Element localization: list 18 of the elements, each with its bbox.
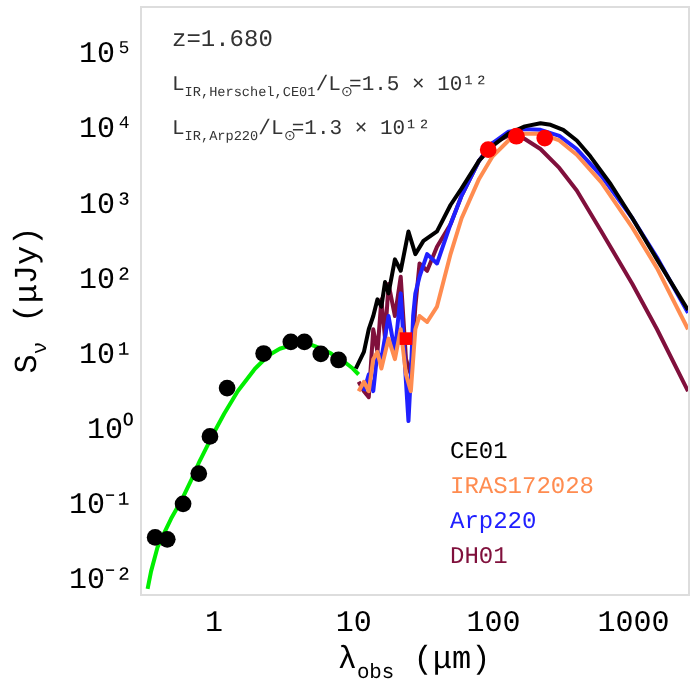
annotation: z=1.680 bbox=[172, 26, 273, 54]
y-axis-title: Sν (μJy) bbox=[10, 226, 54, 374]
text: IRAS172028 bbox=[450, 473, 595, 501]
text: Arp220 bbox=[450, 508, 537, 536]
y-tick-label: 10⁴ bbox=[78, 113, 133, 148]
x-tick-label: 10 bbox=[335, 607, 372, 641]
y-tick-label: 10⁻² bbox=[68, 564, 133, 599]
x-tick-label: 1 bbox=[205, 607, 224, 641]
x-tick-label: 1000 bbox=[597, 607, 670, 641]
text: CE01 bbox=[450, 438, 508, 466]
y-tick-label: 10⁰ bbox=[86, 412, 133, 449]
text: DH01 bbox=[450, 543, 508, 571]
y-tick-label: 10¹ bbox=[78, 338, 133, 373]
y-tick-label: 10² bbox=[78, 263, 133, 298]
y-tick-label: 10⁻¹ bbox=[68, 489, 133, 524]
y-tick-label: 10³ bbox=[78, 188, 133, 223]
y-tick-label: 10⁵ bbox=[78, 38, 133, 73]
x-tick-label: 100 bbox=[466, 607, 521, 641]
